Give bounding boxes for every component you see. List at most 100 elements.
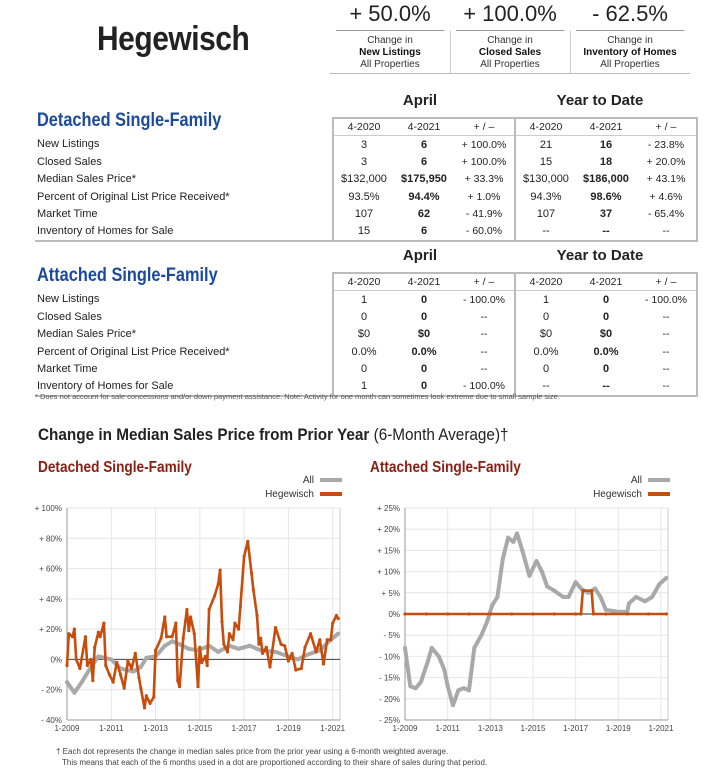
data-point-hegewisch xyxy=(203,654,207,658)
data-point-all xyxy=(450,703,455,708)
x-tick-label: 1-2021 xyxy=(320,724,345,733)
data-point-hegewisch xyxy=(89,657,93,662)
legend-swatch xyxy=(648,492,670,497)
legend-label: All xyxy=(302,475,314,486)
data-point-hegewisch xyxy=(604,612,608,616)
kpi-line2: Inventory of Homes xyxy=(583,47,677,58)
y-tick-label: - 10% xyxy=(379,652,400,661)
data-point-hegewisch xyxy=(255,613,259,618)
table-cell: 0 xyxy=(394,377,454,397)
data-point-all xyxy=(603,607,608,612)
kpi-line1: Change in xyxy=(367,35,413,46)
column-header: 4-2020 xyxy=(332,272,394,291)
data-point-hegewisch xyxy=(467,612,471,616)
data-point-all xyxy=(177,642,182,647)
table-cell: 94.3% xyxy=(514,187,576,206)
table-cell: 3 xyxy=(332,135,394,154)
data-point-hegewisch xyxy=(163,615,167,619)
data-point-hegewisch xyxy=(331,621,335,625)
table-cell: 37 xyxy=(599,207,613,220)
table-cell: - 100.0% xyxy=(462,293,506,306)
data-point-hegewisch xyxy=(336,616,340,621)
divider xyxy=(450,31,451,73)
data-point-hegewisch xyxy=(185,607,189,612)
table-cell: + 33.3% xyxy=(464,173,504,186)
table-cell: 0.0% xyxy=(332,342,394,361)
data-point-hegewisch xyxy=(227,632,231,636)
data-point-all xyxy=(96,654,101,659)
table-cell: 15 xyxy=(332,222,394,242)
bottom-note: † Each dot represents the change in medi… xyxy=(56,746,487,768)
data-point-all xyxy=(472,645,477,650)
data-point-hegewisch xyxy=(200,660,204,665)
table-cell: 6 xyxy=(394,222,454,242)
table-row: Market Time 107 62 - 41.9% 107 37 - 65.4% xyxy=(35,205,698,223)
table-cell: -- xyxy=(576,377,636,397)
table-cell: -- xyxy=(514,377,576,397)
column-header: + / – xyxy=(454,117,515,136)
data-point-hegewisch xyxy=(93,645,97,649)
table-cell: $130,000 xyxy=(514,170,576,188)
data-point-all xyxy=(426,658,431,663)
column-header: 4-2020 xyxy=(514,272,576,291)
data-point-hegewisch xyxy=(115,660,119,665)
data-point-hegewisch xyxy=(251,588,255,592)
table-header-row: 4-2020 4-2021 + / –4-2020 4-2021 + / – xyxy=(35,117,698,136)
table-row: Market Time 0 0 -- 0 0 -- xyxy=(35,360,698,378)
data-point-hegewisch xyxy=(222,642,226,646)
series-line-all xyxy=(403,531,668,708)
table-cell: -- xyxy=(480,345,488,358)
data-point-hegewisch xyxy=(246,539,250,543)
row-label: Closed Sales xyxy=(37,155,102,168)
y-tick-label: - 25% xyxy=(379,716,400,725)
data-point-hegewisch xyxy=(259,636,263,640)
x-tick-label: 1-2009 xyxy=(393,724,418,733)
data-point-hegewisch xyxy=(290,651,294,655)
kpi-new-listings: + 50.0% Change in New Listings All Propert… xyxy=(330,0,450,71)
data-point-hegewisch xyxy=(303,645,307,649)
table-cell: 93.5% xyxy=(332,187,394,206)
data-point-all xyxy=(79,680,84,685)
table-cell: 0 xyxy=(602,310,610,323)
data-point-hegewisch xyxy=(273,626,278,630)
x-tick-label: 1-2015 xyxy=(187,724,212,733)
data-point-hegewisch xyxy=(216,582,220,586)
data-point-hegewisch xyxy=(581,589,585,593)
row-label: Median Sales Price* xyxy=(37,173,137,186)
data-point-hegewisch xyxy=(102,621,106,625)
table-header-row: 4-2020 4-2021 + / –4-2020 4-2021 + / – xyxy=(35,272,698,291)
bottom-note-line1: † Each dot represents the change in medi… xyxy=(56,747,449,756)
chart-detached: + 100%+ 80%+ 60%+ 40%+ 20%0%- 20%- 40%1-… xyxy=(35,504,346,733)
x-tick-label: 1-2017 xyxy=(232,724,257,733)
table-cell: 98.6% xyxy=(590,190,622,203)
kpi-line2: New Listings xyxy=(359,47,421,58)
legend-swatch xyxy=(320,478,342,483)
data-point-hegewisch xyxy=(187,629,191,633)
divider xyxy=(570,31,571,73)
data-point-hegewisch xyxy=(122,686,126,690)
data-point-hegewisch xyxy=(126,659,130,663)
y-tick-label: - 20% xyxy=(379,695,400,704)
x-tick-label: 1-2021 xyxy=(649,724,674,733)
table-cell: 6 xyxy=(420,138,428,151)
kpi-line3: All Properties xyxy=(360,59,420,70)
legend-label: Hegewisch xyxy=(265,489,314,500)
y-tick-label: + 80% xyxy=(39,534,62,543)
table-row: Percent of Original List Price Received*… xyxy=(35,342,698,361)
data-point-hegewisch xyxy=(238,604,243,609)
data-point-all xyxy=(552,588,557,593)
chart-title-attached: Attached Single-Family xyxy=(370,459,521,476)
data-point-hegewisch xyxy=(213,594,217,598)
table-cell: 1 xyxy=(332,290,394,309)
series-line-hegewisch xyxy=(65,539,340,710)
data-point-all xyxy=(520,548,525,553)
table-cell: 0.0% xyxy=(593,345,619,358)
data-point-hegewisch xyxy=(233,621,237,625)
table-cell: 16 xyxy=(599,138,613,151)
table-cell: + 4.6% xyxy=(636,187,698,206)
data-point-hegewisch xyxy=(664,612,668,616)
data-point-all xyxy=(545,584,550,589)
y-tick-label: 0% xyxy=(50,655,62,664)
data-point-hegewisch xyxy=(192,632,196,636)
x-tick-label: 1-2019 xyxy=(606,724,631,733)
